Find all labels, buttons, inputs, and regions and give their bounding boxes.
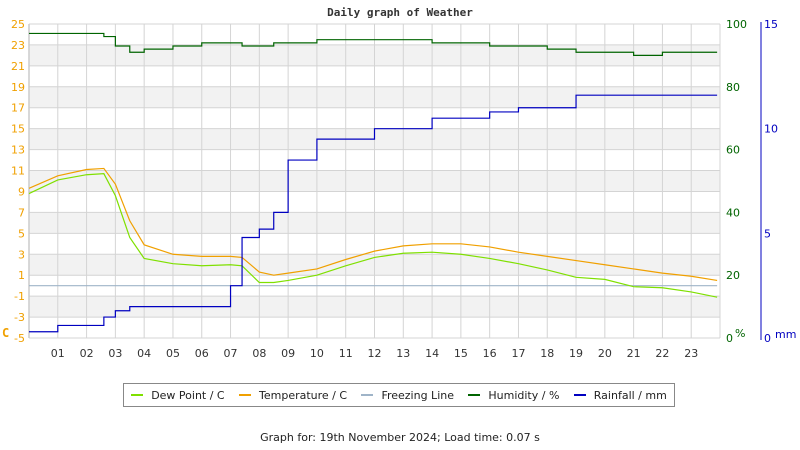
humidity-tick-label: 20: [726, 269, 740, 282]
x-tick-label: 04: [137, 347, 151, 360]
x-tick-label: 06: [195, 347, 209, 360]
temp-tick-label: 19: [11, 81, 25, 94]
graph-footer: Graph for: 19th November 2024; Load time…: [260, 431, 540, 444]
legend-item-rainfall: Rainfall / mm: [573, 388, 667, 402]
humidity-tick-label: 100: [726, 18, 747, 31]
humidity-tick-label: 60: [726, 144, 740, 157]
x-tick-label: 20: [598, 347, 612, 360]
chart-title: Daily graph of Weather: [327, 6, 473, 19]
legend-label: Rainfall / mm: [593, 388, 667, 402]
x-tick-label: 02: [80, 347, 94, 360]
x-tick-label: 14: [425, 347, 439, 360]
legend-item-freezing-line: Freezing Line: [361, 389, 454, 402]
x-tick-label: 03: [108, 347, 122, 360]
humidity-tick-label: 40: [726, 206, 740, 219]
temp-tick-label: 21: [11, 60, 25, 73]
rain-tick-label: 10: [764, 123, 778, 136]
x-tick-label: 07: [224, 347, 238, 360]
temp-tick-label: 17: [11, 102, 25, 115]
x-tick-label: 09: [281, 347, 295, 360]
x-tick-label: 10: [310, 347, 324, 360]
temp-tick-label: 9: [18, 185, 25, 198]
x-tick-label: 19: [569, 347, 583, 360]
temp-tick-label: 1: [18, 269, 25, 282]
dew-point-swatch-icon: [131, 394, 144, 396]
legend-label: Temperature / C: [259, 388, 348, 402]
x-tick-label: 01: [51, 347, 65, 360]
temp-tick-label: 13: [11, 144, 25, 157]
x-tick-label: 18: [540, 347, 554, 360]
legend-item-humidity: Humidity / %: [468, 389, 559, 402]
x-tick-label: 11: [339, 347, 353, 360]
rainfall-swatch-icon: [573, 394, 586, 396]
humidity-swatch-icon: [468, 394, 481, 396]
legend-label: Dew Point / C: [151, 388, 225, 402]
x-tick-label: 23: [684, 347, 698, 360]
x-tick-label: 22: [655, 347, 669, 360]
chart-legend: Dew Point / C Temperature / C Freezing L…: [123, 383, 675, 407]
legend-label: Freezing Line: [381, 388, 454, 402]
x-tick-label: 08: [252, 347, 266, 360]
weather-chart: 01 02 03 04 05 06 07 08 09 10 11 12 13 14 15 16 17 18 19 20…: [2, 18, 796, 360]
humidity-axis-unit: %: [735, 327, 745, 340]
rain-axis-unit: mm: [775, 328, 796, 341]
series-dew-point-c: [28, 173, 718, 298]
humidity-tick-label: 80: [726, 81, 740, 94]
temp-tick-label: -1: [14, 290, 25, 303]
temp-tick-label: 11: [11, 165, 25, 178]
legend-item-dew-point: Dew Point / C: [131, 388, 225, 402]
temp-tick-label: -5: [14, 332, 25, 345]
series-temperature-c: [28, 167, 718, 282]
x-tick-label: 21: [627, 347, 641, 360]
x-tick-label: 13: [396, 347, 410, 360]
temp-tick-label: -3: [14, 311, 25, 324]
temp-tick-label: 7: [18, 206, 25, 219]
humidity-tick-label: 0: [726, 332, 733, 345]
temperature-swatch-icon: [239, 394, 251, 396]
temp-tick-label: 3: [18, 248, 25, 261]
freezing-line-swatch-icon: [361, 394, 374, 396]
rain-tick-label: 15: [764, 18, 778, 31]
temp-tick-label: 25: [11, 18, 25, 31]
legend-item-temperature: Temperature / C: [239, 389, 347, 402]
series-rainfall-mm: [29, 94, 718, 333]
temp-axis-unit: C: [2, 326, 9, 340]
x-tick-label: 17: [511, 347, 525, 360]
rain-tick-label: 5: [764, 227, 771, 240]
x-tick-label: 16: [483, 347, 497, 360]
temp-tick-label: 15: [11, 123, 25, 136]
temp-tick-label: 23: [11, 39, 25, 52]
x-tick-label: 05: [166, 347, 180, 360]
temp-tick-label: 5: [18, 227, 25, 240]
rain-tick-label: 0: [764, 332, 771, 345]
x-tick-label: 12: [368, 347, 382, 360]
legend-label: Humidity / %: [488, 388, 560, 402]
series-humidity-: [29, 32, 718, 56]
x-tick-label: 15: [454, 347, 468, 360]
